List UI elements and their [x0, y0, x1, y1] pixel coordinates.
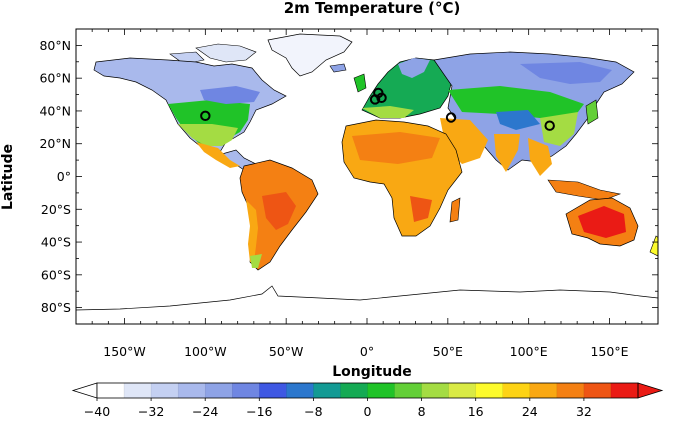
africa-south-hot — [410, 196, 432, 222]
x-tick-label: 50°E — [433, 344, 463, 359]
arctic-islands — [195, 43, 257, 63]
marker-layer — [200, 87, 555, 131]
colorbar-segment — [367, 383, 395, 398]
x-tick-label: 100°E — [510, 344, 548, 359]
mediterranean-europe — [362, 106, 414, 118]
north-america-site-marker — [200, 110, 211, 122]
mexico — [196, 142, 240, 168]
australia-hot — [578, 206, 626, 238]
colorbar-label: 8 — [418, 404, 426, 419]
colorbar-segment — [475, 383, 504, 398]
x-tick-labels: 150°W 100°W 50°W 0° 50°E 100°E 150°E — [103, 344, 628, 359]
x-tick-label: 100°W — [184, 344, 226, 359]
y-tick-label: 60°N — [39, 71, 71, 86]
colorbar-segment — [556, 383, 585, 398]
colorbar-segment — [205, 383, 233, 398]
y-tick-label: 20°N — [39, 136, 71, 151]
south-america-hot — [262, 192, 296, 230]
y-tick-label: 40°N — [39, 103, 71, 118]
y-axis-label: Latitude — [0, 144, 16, 210]
middle-east-site-marker — [445, 112, 457, 123]
sahara — [352, 132, 440, 164]
colorbar — [71, 382, 664, 399]
colorbar-segment — [394, 383, 422, 398]
southeast-asia — [528, 138, 552, 176]
x-tick-label: 150°W — [103, 344, 145, 359]
colorbar-label: 0 — [364, 404, 372, 419]
colorbar-segment — [421, 383, 450, 398]
map-title: 2m Temperature (°C) — [284, 0, 461, 17]
great-lakes-region — [200, 86, 260, 104]
x-tick-label: 50°W — [269, 344, 304, 359]
colorbar-segment — [502, 383, 531, 398]
north-america-warm — [178, 124, 238, 146]
indonesia — [547, 179, 622, 201]
tibet — [496, 110, 540, 130]
colorbar-segment — [313, 383, 341, 398]
antarctica-coast — [76, 285, 658, 324]
y-tick-label: 60°S — [41, 267, 71, 282]
y-tick-label: 80°S — [41, 300, 71, 315]
y-tick-label: 0° — [57, 169, 71, 184]
colorbar-labels: −40 −32 −24 −16 −8 0 8 16 24 32 — [84, 398, 592, 419]
colorbar-label: −24 — [192, 404, 218, 419]
colorbar-segment — [286, 383, 314, 398]
y-tick-label: 40°S — [41, 235, 71, 250]
colorbar-label: −8 — [304, 404, 322, 419]
x-tick-label: 0° — [360, 344, 374, 359]
colorbar-segment — [583, 383, 612, 398]
colorbar-label: −32 — [138, 404, 164, 419]
colorbar-segment — [232, 383, 260, 398]
colorbar-label: −40 — [84, 404, 110, 419]
y-tick-label: 20°S — [41, 202, 71, 217]
japan — [585, 99, 599, 125]
colorbar-label: 32 — [576, 404, 592, 419]
iceland — [329, 63, 347, 73]
colorbar-segment — [124, 383, 152, 398]
colorbar-min-arrow — [71, 382, 98, 399]
europe-site-3-marker — [369, 94, 381, 105]
colorbar-segment — [448, 383, 477, 398]
south-america-andes — [246, 200, 258, 262]
colorbar-segment — [178, 383, 206, 398]
madagascar — [449, 197, 461, 223]
colorbar-segment — [610, 383, 639, 398]
east-asia-site-marker — [544, 120, 555, 131]
colorbar-segment — [340, 383, 368, 398]
colorbar-label: 24 — [522, 404, 538, 419]
colorbar-label: 16 — [468, 404, 484, 419]
x-axis-label: Longitude — [332, 364, 412, 380]
colorbar-segment — [529, 383, 558, 398]
siberia-cold — [520, 62, 612, 84]
y-tick-labels: 80°N 60°N 40°N 20°N 0° 20°S 40°S 60°S 80°S — [39, 38, 71, 315]
india — [494, 134, 520, 172]
uk-ireland — [353, 73, 367, 93]
colorbar-segment — [259, 383, 287, 398]
map-land-layer — [76, 33, 658, 324]
scandinavia — [398, 58, 430, 78]
colorbar-max-arrow — [637, 382, 664, 399]
greenland — [267, 33, 353, 77]
colorbar-segment — [151, 383, 179, 398]
europe-site-2-marker — [376, 92, 387, 104]
central-asia — [448, 86, 584, 120]
new-zealand — [649, 235, 658, 257]
y-tick-label: 80°N — [39, 38, 71, 53]
tick-marks — [75, 28, 659, 325]
colorbar-label: −16 — [246, 404, 272, 419]
colorbar-segment — [97, 383, 125, 398]
x-tick-label: 150°E — [590, 344, 628, 359]
patagonia — [250, 254, 262, 268]
